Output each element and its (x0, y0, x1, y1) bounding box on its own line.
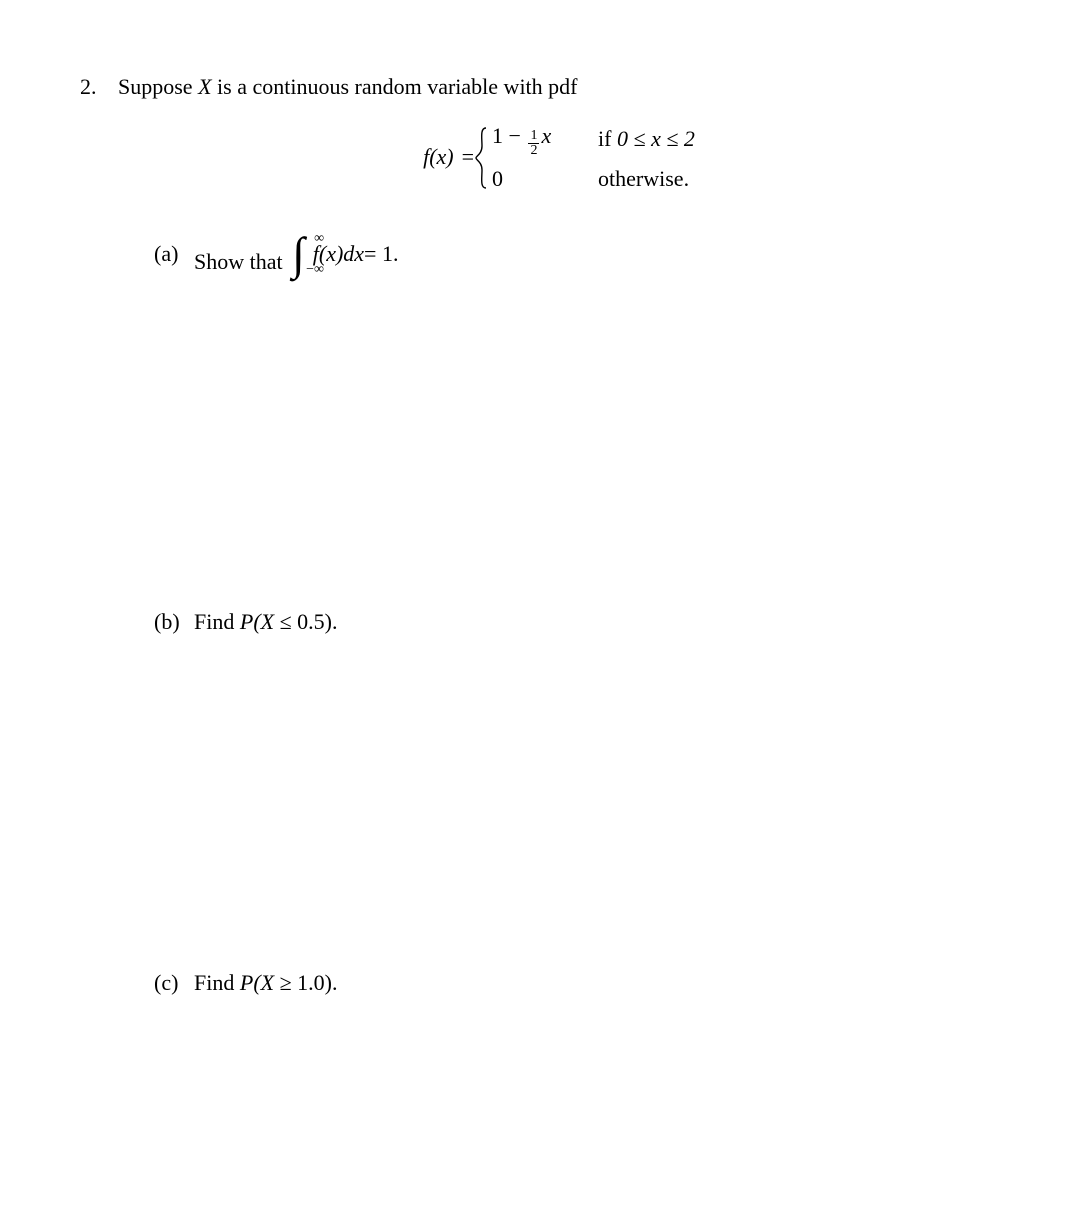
intro-variable: X (198, 74, 211, 99)
pdf-cases: 1 − 12x if 0 ≤ x ≤ 2 0 otherwise. (492, 121, 695, 195)
case1-frac-den: 2 (528, 144, 539, 158)
left-brace-icon (474, 126, 488, 190)
pdf-brace-cases: 1 − 12x if 0 ≤ x ≤ 2 0 otherwise. (474, 121, 695, 195)
part-a-text: Show that ∫ ∞ −∞ f(x)dx = 1. (194, 231, 402, 278)
pdf-arg: x (437, 144, 447, 169)
case2-expression: 0 (492, 164, 588, 195)
part-a-prefix: Show that (194, 249, 288, 274)
integral-upper-limit: ∞ (314, 229, 324, 249)
part-c-text: Find P(X ≥ 1.0). (194, 968, 338, 999)
case1-cond-body: 0 ≤ x ≤ 2 (617, 126, 695, 151)
integral-expression: ∫ ∞ −∞ f(x)dx = 1. (292, 231, 398, 278)
part-b-prob: P(X (240, 609, 274, 634)
part-c-close: ). (325, 970, 338, 995)
part-b-prefix: Find (194, 609, 240, 634)
pdf-equals: = (462, 142, 474, 173)
part-c-open: ( (253, 970, 260, 995)
case1-condition: if 0 ≤ x ≤ 2 (598, 124, 695, 155)
problem-body: Suppose X is a continuous random variabl… (118, 72, 1000, 999)
part-a-label: (a) (154, 239, 194, 270)
integral-symbol-wrap: ∫ ∞ −∞ (292, 231, 305, 278)
part-b-var: X (261, 609, 274, 634)
intro-prefix: Suppose (118, 74, 198, 99)
problem-number: 2. (80, 72, 112, 103)
case1-expression: 1 − 12x (492, 121, 588, 158)
part-b-open: ( (253, 609, 260, 634)
part-b-label: (b) (154, 607, 194, 638)
problem-2: 2. Suppose X is a continuous random vari… (80, 72, 1000, 999)
part-b-rel: ≤ 0.5 (274, 609, 325, 634)
integral-rhs: = 1. (364, 239, 398, 270)
pdf-lhs: f(x) (423, 142, 454, 173)
part-c-P: P (240, 970, 253, 995)
integrand-dx: dx (343, 241, 364, 266)
case1-prefix: 1 − (492, 123, 526, 148)
pdf-func: f (423, 144, 429, 169)
part-b-text: Find P(X ≤ 0.5). (194, 607, 338, 638)
part-c-prob: P(X (240, 970, 274, 995)
case1-frac-num: 1 (528, 129, 539, 144)
part-b: (b) Find P(X ≤ 0.5). (154, 607, 1000, 638)
case1-var: x (541, 123, 551, 148)
integrand-arg: x (326, 241, 336, 266)
problem-intro: Suppose X is a continuous random variabl… (118, 72, 1000, 103)
case1-fraction: 12 (528, 129, 539, 158)
part-a: (a) Show that ∫ ∞ −∞ f(x)dx = 1. (154, 231, 1000, 278)
part-b-close: ). (325, 609, 338, 634)
integral-lower-limit: −∞ (306, 260, 324, 280)
part-c-var: X (261, 970, 274, 995)
part-c-label: (c) (154, 968, 194, 999)
part-c: (c) Find P(X ≥ 1.0). (154, 968, 1000, 999)
case1-cond-prefix: if (598, 126, 617, 151)
intro-suffix: is a continuous random variable with pdf (212, 74, 578, 99)
integral-symbol-icon: ∫ (292, 228, 305, 279)
part-b-P: P (240, 609, 253, 634)
pdf-case-2: 0 otherwise. (492, 164, 695, 195)
pdf-definition: f(x) = 1 − 12x if 0 ≤ x ≤ 2 (118, 121, 1000, 195)
part-c-rel: ≥ 1.0 (274, 970, 325, 995)
case2-condition: otherwise. (598, 164, 689, 195)
part-c-prefix: Find (194, 970, 240, 995)
pdf-case-1: 1 − 12x if 0 ≤ x ≤ 2 (492, 121, 695, 158)
